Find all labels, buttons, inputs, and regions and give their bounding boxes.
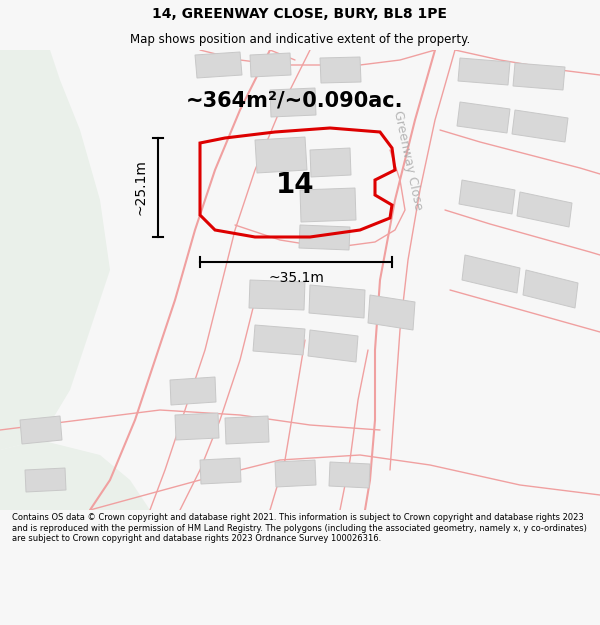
Polygon shape — [523, 270, 578, 308]
Polygon shape — [195, 52, 242, 78]
Polygon shape — [300, 188, 356, 222]
Text: ~35.1m: ~35.1m — [268, 271, 324, 285]
Polygon shape — [200, 458, 241, 484]
Polygon shape — [459, 180, 515, 214]
Polygon shape — [517, 192, 572, 227]
Polygon shape — [20, 416, 62, 444]
Polygon shape — [299, 225, 350, 250]
Text: 14, GREENWAY CLOSE, BURY, BL8 1PE: 14, GREENWAY CLOSE, BURY, BL8 1PE — [152, 7, 448, 21]
Polygon shape — [0, 50, 110, 450]
Polygon shape — [368, 295, 415, 330]
Polygon shape — [308, 330, 358, 362]
Text: ~25.1m: ~25.1m — [133, 159, 147, 216]
Polygon shape — [270, 88, 316, 117]
Polygon shape — [275, 460, 316, 487]
Polygon shape — [462, 255, 520, 293]
Text: 14: 14 — [275, 171, 314, 199]
Polygon shape — [513, 63, 565, 90]
Polygon shape — [0, 460, 80, 510]
Polygon shape — [25, 468, 66, 492]
Text: ~364m²/~0.090ac.: ~364m²/~0.090ac. — [186, 90, 404, 110]
Text: Map shows position and indicative extent of the property.: Map shows position and indicative extent… — [130, 32, 470, 46]
Text: Contains OS data © Crown copyright and database right 2021. This information is : Contains OS data © Crown copyright and d… — [12, 514, 587, 543]
Polygon shape — [170, 377, 216, 405]
Polygon shape — [249, 280, 305, 310]
Polygon shape — [458, 58, 510, 85]
Polygon shape — [0, 440, 150, 510]
Polygon shape — [253, 325, 305, 355]
Polygon shape — [225, 416, 269, 444]
Polygon shape — [309, 285, 365, 318]
Polygon shape — [255, 137, 307, 173]
Text: Greenway Close: Greenway Close — [391, 109, 425, 211]
Polygon shape — [250, 53, 291, 77]
Polygon shape — [329, 462, 370, 488]
Polygon shape — [512, 110, 568, 142]
Polygon shape — [320, 57, 361, 83]
Polygon shape — [175, 413, 219, 440]
Polygon shape — [457, 102, 510, 133]
Polygon shape — [310, 148, 351, 177]
